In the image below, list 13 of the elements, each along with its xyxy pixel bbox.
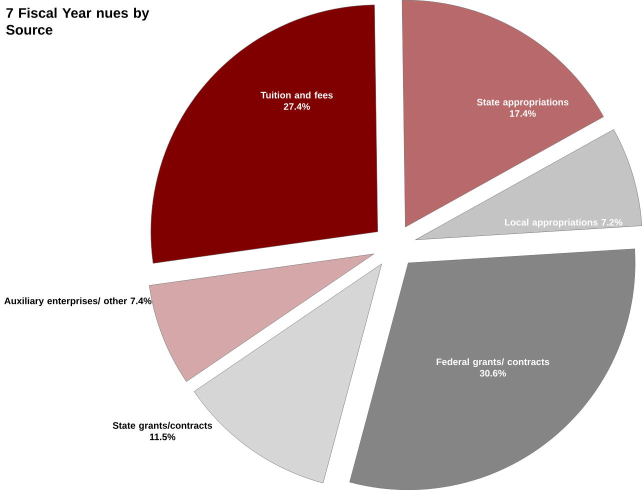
slice-label: Federal grants/ contracts [436,358,550,368]
slice-label: State appropriations [476,98,568,108]
data-label: 7.4% [130,298,152,304]
data-label: 7.2% [602,218,622,226]
slice-label: State grants/contracts [112,422,212,431]
slice-label: Auxiliary enterprises/ other [4,297,127,306]
data-label: 30.6% [480,370,506,377]
slice-label: Tuition and fees [260,92,333,98]
data-label: 27.4% [284,103,310,110]
data-label: 11.5% [150,434,176,440]
data-label: 17.4% [510,110,536,117]
slice-label: Local appropriations [505,218,598,228]
text: 7 Fiscal Year nues by Source [6,8,150,35]
